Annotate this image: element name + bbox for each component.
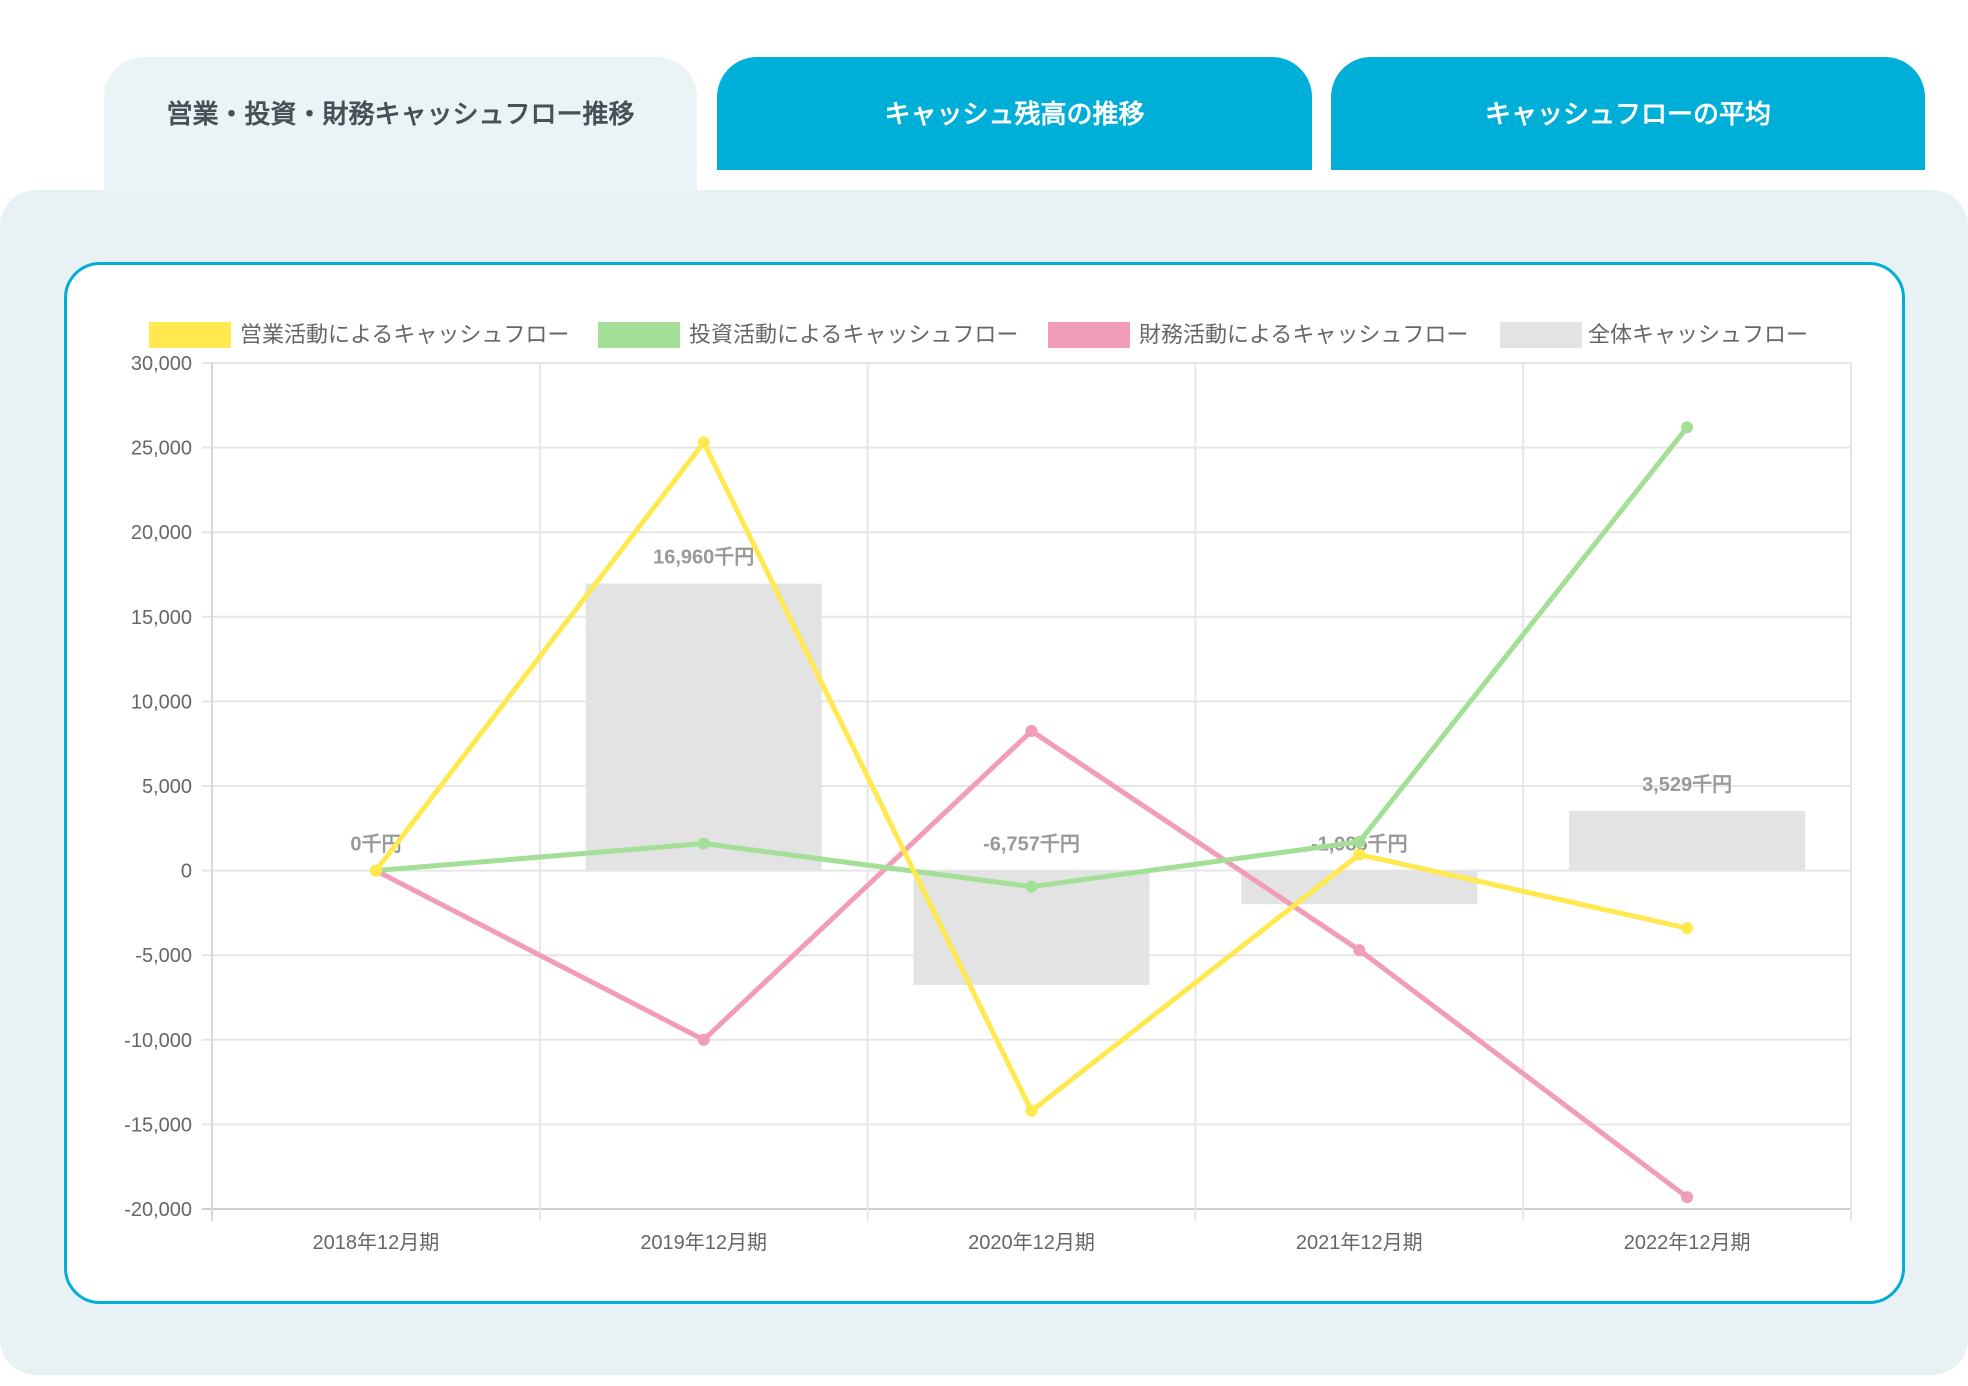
y-tick-label: -5,000 — [135, 945, 192, 967]
y-axis-ticks: 30,000 25,000 20,000 15,000 10,000 5,000 0 -5,0… — [124, 353, 192, 1221]
total-cashflow-bars — [585, 583, 1806, 985]
legend-swatch — [149, 322, 231, 348]
x-tick-label: 2018年12月期 — [313, 1231, 440, 1254]
series-line — [375, 425, 1690, 890]
tab-operating-investing-financing-trend[interactable]: 営業・投資・財務キャッシュフロー推移 — [104, 57, 697, 197]
y-tick-label: -20,000 — [124, 1199, 192, 1221]
legend-swatch — [1500, 322, 1582, 348]
cashflow-lines — [369, 421, 1694, 1204]
data-point — [1025, 725, 1038, 738]
x-axis-ticks: 2018年12月期 2019年12月期 2020年12月期 2021年12月期 2022… — [313, 1231, 1751, 1254]
data-point — [697, 436, 710, 449]
bar-value-label: 3,529千円 — [1642, 773, 1732, 796]
total-cashflow-bar — [1569, 810, 1806, 871]
y-tick-label: 20,000 — [131, 522, 192, 544]
series-line — [373, 440, 1688, 1114]
data-point — [1681, 1191, 1694, 1204]
legend-label: 営業活動によるキャッシュフロー — [240, 323, 569, 348]
chart-legend: 営業活動によるキャッシュフロー 投資活動によるキャッシュフロー 財務活動によるキャッ… — [149, 322, 1808, 348]
x-tick-label: 2020年12月期 — [968, 1231, 1095, 1254]
y-tick-label: 5,000 — [142, 776, 192, 798]
data-point — [1681, 421, 1694, 434]
data-point — [697, 1033, 710, 1046]
bar-value-label: 16,960千円 — [653, 546, 754, 569]
y-tick-label: 15,000 — [131, 607, 192, 629]
data-point — [1353, 835, 1366, 848]
total-cashflow-bar — [1241, 870, 1478, 905]
x-tick-label: 2021年12月期 — [1296, 1231, 1423, 1254]
tab-cash-balance-trend[interactable]: キャッシュ残高の推移 — [717, 57, 1312, 170]
legend-swatch — [1048, 322, 1130, 348]
total-cashflow-bar — [585, 583, 822, 871]
legend-label: 投資活動によるキャッシュフロー — [689, 323, 1018, 348]
y-tick-label: 25,000 — [131, 438, 192, 460]
y-tick-label: -15,000 — [124, 1114, 192, 1136]
data-point — [1681, 922, 1694, 935]
data-point — [1353, 848, 1366, 861]
y-tick-label: 10,000 — [131, 691, 192, 713]
y-tick-label: -10,000 — [124, 1030, 192, 1052]
legend-label: 全体キャッシュフロー — [1588, 323, 1808, 348]
x-tick-label: 2019年12月期 — [640, 1231, 767, 1254]
data-point — [1025, 880, 1038, 893]
x-tick-label: 2022年12月期 — [1624, 1231, 1751, 1254]
legend-swatch — [598, 322, 680, 348]
data-point — [1025, 1104, 1038, 1117]
data-point — [697, 837, 710, 850]
legend-label: 財務活動によるキャッシュフロー — [1139, 323, 1468, 348]
tab-cashflow-average[interactable]: キャッシュフローの平均 — [1331, 57, 1925, 170]
chart-grid — [202, 362, 1852, 1221]
bar-value-label: -6,757千円 — [983, 833, 1080, 856]
y-tick-label: 30,000 — [131, 353, 192, 375]
data-point — [369, 864, 382, 877]
y-tick-label: 0 — [181, 861, 192, 883]
data-point — [1353, 944, 1366, 957]
